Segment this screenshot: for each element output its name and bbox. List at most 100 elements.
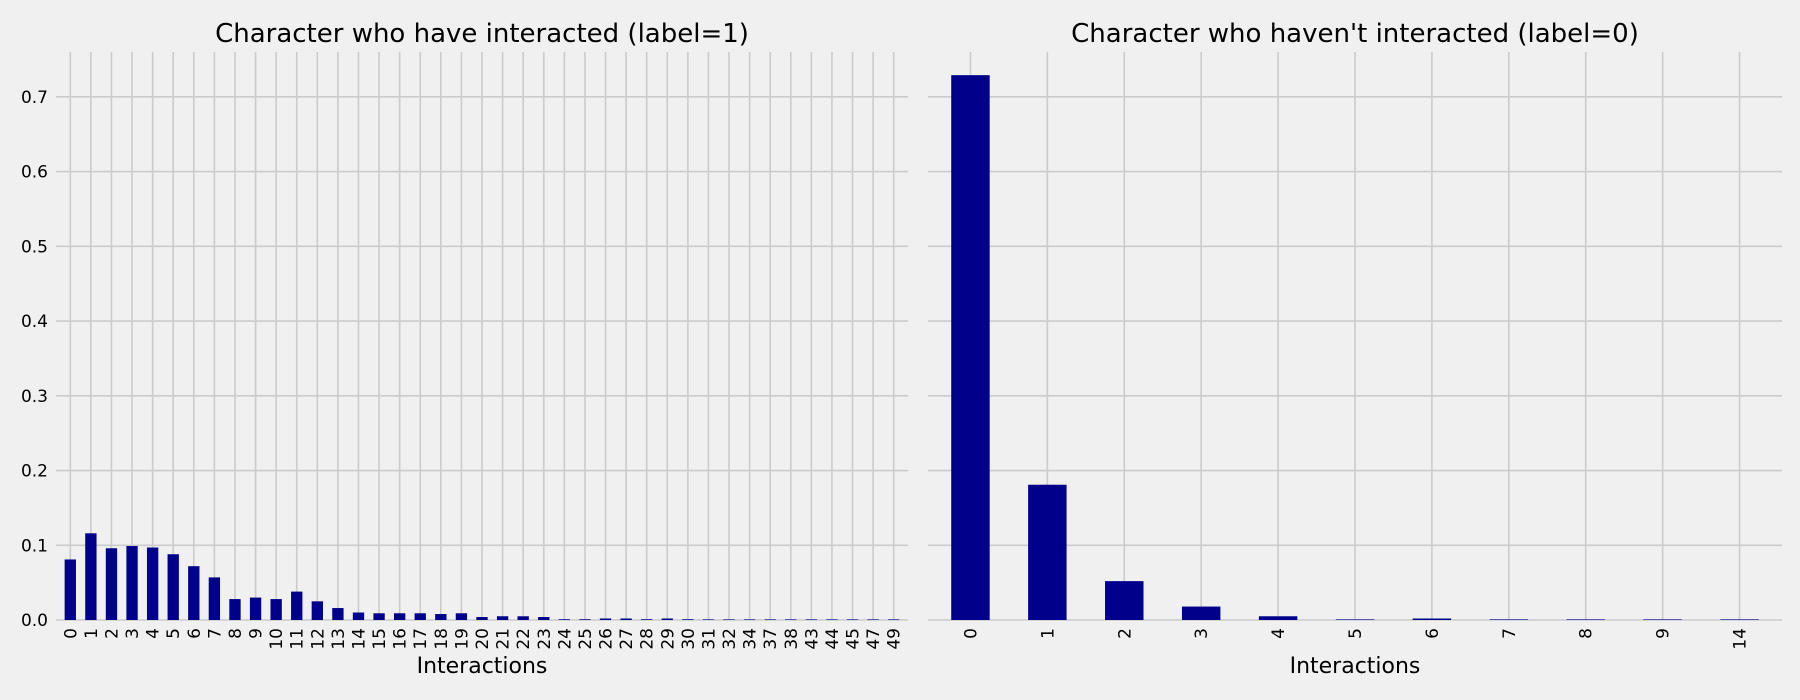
x-tick-label: 8	[226, 628, 246, 639]
bar	[517, 616, 529, 620]
bar	[1643, 619, 1682, 620]
bar	[496, 616, 509, 620]
bar	[1181, 606, 1221, 620]
bar	[1028, 484, 1067, 620]
x-tick-label: 15	[370, 628, 390, 650]
x-tick-label: 6	[1423, 628, 1443, 639]
bar	[1335, 619, 1375, 620]
bar	[146, 547, 159, 620]
y-tick-label: 0.1	[21, 536, 48, 556]
x-tick-label: 6	[185, 628, 205, 639]
bar	[579, 619, 591, 620]
x-tick-label: 13	[329, 628, 349, 650]
x-tick-label: 28	[638, 628, 658, 650]
x-tick-label: 19	[452, 628, 472, 650]
bar	[291, 591, 303, 620]
x-tick-label: 20	[473, 628, 493, 650]
bar	[64, 559, 76, 620]
bar	[723, 619, 735, 620]
x-tick-label: 18	[432, 628, 452, 650]
x-tick-label: 14	[349, 628, 369, 650]
x-tick-label: 4	[144, 628, 164, 639]
x-tick-label: 10	[267, 628, 287, 650]
bar	[249, 597, 262, 620]
x-tick-label: 7	[1500, 628, 1520, 639]
x-tick-label: 11	[288, 628, 308, 650]
bar	[743, 619, 756, 620]
bar	[229, 599, 241, 620]
y-tick-label: 0.3	[21, 387, 48, 407]
bar	[167, 554, 179, 620]
bar	[1489, 619, 1529, 620]
x-tick-label: 1	[82, 628, 102, 639]
bar	[1105, 581, 1144, 620]
bar	[620, 618, 632, 620]
x-tick-label: 26	[597, 628, 617, 650]
x-tick-label: 47	[864, 628, 884, 650]
bar	[414, 613, 426, 620]
bar	[393, 613, 406, 620]
y-tick-label: 0.0	[21, 611, 48, 631]
x-tick-label: 9	[1654, 628, 1674, 639]
y-tick-label: 0.6	[21, 163, 48, 183]
bar	[126, 546, 138, 620]
x-tick-label: 4	[1269, 628, 1289, 639]
x-tick-label: 32	[720, 628, 740, 650]
bar	[1412, 618, 1452, 620]
subplot-1: 0.00.10.20.30.40.50.60.70 1 2 3 4 5 6 7 8 9 10 11 12…	[21, 19, 908, 679]
bar	[311, 601, 323, 620]
x-tick-label: 16	[391, 628, 411, 650]
x-tick-label: 31	[699, 628, 719, 650]
x-tick-label: 45	[844, 628, 864, 650]
bar	[1258, 616, 1298, 620]
bar	[1720, 619, 1759, 620]
x-tick-label: 43	[802, 628, 822, 650]
bar	[85, 533, 97, 620]
x-tick-label: 0	[961, 628, 981, 639]
x-tick-label: 27	[617, 628, 637, 650]
x-tick-label: 8	[1577, 628, 1597, 639]
bar	[208, 577, 221, 620]
x-axis-label: Interactions	[417, 654, 548, 679]
bar	[332, 608, 344, 620]
bar	[951, 75, 990, 621]
bar	[558, 619, 571, 620]
bar	[1566, 619, 1605, 620]
bar	[785, 619, 797, 620]
x-tick-label: 9	[247, 628, 267, 639]
bar	[682, 619, 694, 620]
bar	[105, 548, 118, 620]
x-tick-label: 17	[411, 628, 431, 650]
x-tick-label: 2	[102, 628, 122, 639]
x-tick-label: 30	[679, 628, 699, 650]
x-tick-label: 49	[885, 628, 905, 650]
bar	[435, 614, 447, 620]
bar	[702, 619, 715, 620]
x-tick-label: 25	[576, 628, 596, 650]
subplot-2: 0 1 2 3 4 5 6 7 8 9 14 Character who haven't intera…	[928, 19, 1782, 679]
bar	[476, 617, 488, 620]
bar	[764, 619, 776, 620]
y-tick-label: 0.2	[21, 462, 48, 482]
x-tick-label: 5	[1346, 628, 1366, 639]
bar	[888, 619, 900, 620]
x-tick-label: 3	[123, 628, 143, 639]
x-tick-label: 14	[1731, 628, 1751, 650]
x-tick-label: 22	[514, 628, 534, 650]
x-tick-label: 44	[823, 628, 843, 650]
x-tick-label: 37	[761, 628, 781, 650]
y-tick-label: 0.4	[21, 312, 48, 332]
y-tick-label: 0.7	[21, 88, 48, 108]
x-tick-label: 7	[205, 628, 225, 639]
x-tick-label: 24	[555, 628, 575, 650]
chart-title: Character who haven't interacted (label=…	[1071, 19, 1639, 49]
x-tick-label: 21	[494, 628, 514, 650]
x-tick-label: 5	[164, 628, 184, 639]
x-tick-label: 3	[1192, 628, 1212, 639]
bar	[661, 618, 673, 620]
x-axis-label: Interactions	[1290, 654, 1421, 679]
bar	[826, 619, 838, 620]
x-tick-label: 12	[308, 628, 328, 650]
